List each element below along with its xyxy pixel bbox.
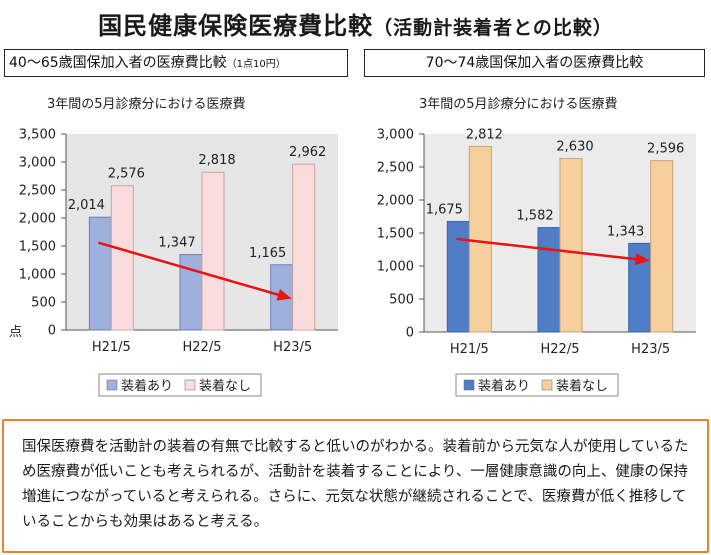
left-ytick-label: 500 — [31, 296, 56, 311]
left-chart-title: 3年間の5月診療分における医療費 — [47, 97, 246, 112]
left-ytick-label: 1,500 — [19, 240, 56, 255]
right-legend-label-without: 装着なし — [556, 378, 608, 394]
left-ytick-label: 3,500 — [19, 128, 56, 143]
right-label-with-2: 1,582 — [516, 209, 553, 224]
page-title: 国民健康保険医療費比較（活動計装着者との比較） — [98, 12, 613, 40]
left-legend-box — [98, 373, 262, 397]
left-bar-without-2 — [201, 171, 225, 331]
left-category-label-3: H23/5 — [273, 340, 312, 355]
right-ytick-label: 2,500 — [377, 161, 414, 176]
page-subtitle: （活動計装着者との比較） — [373, 17, 613, 39]
right-category-label-1: H21/5 — [450, 342, 489, 357]
left-panel-heading: 40～65歳国保加入者の医療費比較（1点10円） — [4, 49, 348, 77]
right-label-without-3: 2,596 — [647, 142, 684, 157]
left-label-with-3: 1,165 — [249, 246, 286, 261]
right-ytick-label: 3,000 — [377, 128, 414, 143]
right-ytick-label: 0 — [406, 326, 414, 341]
left-label-without-3: 2,962 — [289, 145, 326, 160]
right-label-without-2: 2,630 — [556, 139, 593, 154]
left-bar-without-3 — [292, 163, 316, 331]
right-bar-with-2 — [537, 227, 561, 333]
left-legend-swatch-without — [184, 379, 196, 391]
right-bar-without-3 — [650, 160, 674, 333]
left-legend-label-without: 装着なし — [199, 378, 251, 394]
right-legend-swatch-with — [463, 379, 475, 391]
left-ytick-label: 1,000 — [19, 268, 56, 283]
right-legend-box — [455, 373, 619, 397]
right-legend-label-with: 装着あり — [478, 378, 530, 394]
left-bar-without-1 — [110, 185, 134, 331]
right-ytick-label: 1,500 — [377, 227, 414, 242]
left-label-without-1: 2,576 — [108, 167, 145, 182]
left-ytick-label: 2,500 — [19, 184, 56, 199]
left-category-label-2: H22/5 — [183, 340, 222, 355]
right-bar-without-1 — [468, 145, 492, 333]
right-label-without-1: 2,812 — [466, 127, 503, 142]
right-ytick-label: 500 — [389, 293, 414, 308]
right-panel-heading: 70～74歳国保加入者の医療費比較 — [364, 49, 705, 77]
left-bar-with-2 — [179, 254, 203, 331]
left-bar-with-1 — [88, 216, 112, 331]
left-ytick-label: 2,000 — [19, 212, 56, 227]
right-legend-swatch-without — [541, 379, 553, 391]
left-ytick-label: 3,000 — [19, 156, 56, 171]
left-label-with-1: 2,014 — [68, 198, 105, 213]
left-label-with-2: 1,347 — [158, 236, 195, 251]
summary-note: 国保医療費を活動計の装着の有無で比較すると低いのがわかる。装着前から元気な人が使… — [2, 419, 709, 553]
left-label-without-2: 2,818 — [198, 153, 235, 168]
right-ytick-label: 1,000 — [377, 260, 414, 275]
right-category-label-2: H22/5 — [541, 342, 580, 357]
right-label-with-1: 1,675 — [426, 202, 463, 217]
left-legend-label-with: 装着あり — [121, 378, 173, 394]
right-category-label-3: H23/5 — [631, 342, 670, 357]
left-y-unit: 点 — [9, 325, 22, 340]
left-trend-arrow-line — [97, 241, 279, 296]
right-label-with-3: 1,343 — [607, 224, 644, 239]
right-trend-arrow-line — [456, 237, 636, 261]
left-trend-arrow-head — [276, 288, 292, 301]
left-legend-swatch-with — [106, 379, 118, 391]
right-trend-arrow-head — [635, 253, 650, 266]
left-category-label-1: H21/5 — [92, 340, 131, 355]
right-chart-title: 3年間の5月診療分における医療費 — [419, 97, 618, 112]
right-bar-without-2 — [559, 157, 583, 333]
left-ytick-label: 0 — [48, 324, 56, 339]
summary-text: 国保医療費を活動計の装着の有無で比較すると低いのがわかる。装着前から元気な人が使… — [22, 439, 689, 530]
right-ytick-label: 2,000 — [377, 194, 414, 209]
left-panel-heading-note: （1点10円） — [226, 59, 286, 70]
charts-canvas: 0 500 1,000 1,500 2,000 2,500 3,000 3,500 点 2,014… — [9, 127, 696, 397]
